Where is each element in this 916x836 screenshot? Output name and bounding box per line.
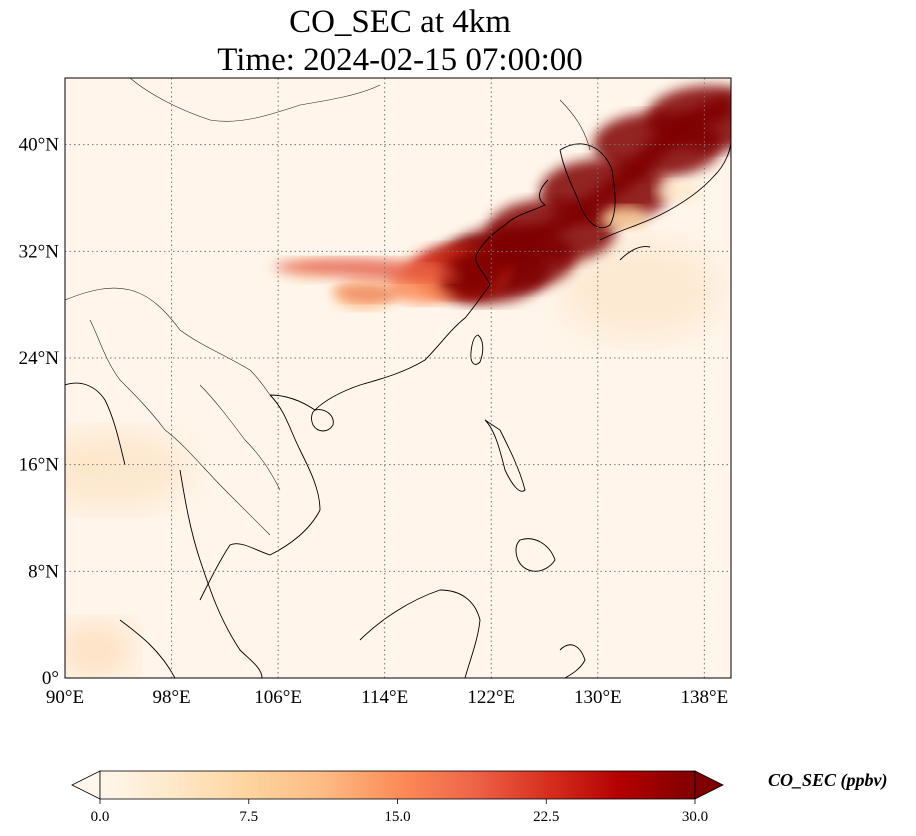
taiwan-island <box>470 334 484 365</box>
border-northeast <box>559 99 591 151</box>
plume-cell-12 <box>72 455 111 475</box>
colorbar-tick-label-0: 0.0 <box>91 809 110 825</box>
plume-band-core <box>440 95 731 300</box>
philippines-luzon <box>484 419 526 492</box>
plume-band-west-lower <box>330 285 405 303</box>
coastlines <box>65 139 731 678</box>
borneo-coast <box>359 589 481 678</box>
border-myanmar <box>89 319 166 431</box>
ytick-label-3: 24°N <box>19 348 60 369</box>
map-title: CO_SEC at 4km <box>289 4 511 40</box>
colorbar-ticks: 0.0 7.5 15.0 22.5 30.0 <box>91 799 708 825</box>
map-subtitle: Time: 2024-02-15 07:00:00 <box>217 42 583 78</box>
hainan-island <box>311 409 334 432</box>
border-laos-vietnam <box>199 384 281 491</box>
ytick-label-1: 8°N <box>28 561 59 582</box>
colorbar-tick-label-1: 7.5 <box>239 809 258 825</box>
china-coast <box>269 179 549 411</box>
colorbar-tick-label-3: 22.5 <box>533 809 559 825</box>
colorbar-extend-max <box>694 770 724 800</box>
haze-southwest <box>65 430 190 510</box>
xtick-label-4: 122°E <box>467 687 515 708</box>
ytick-label-4: 32°N <box>19 241 60 262</box>
land-borders <box>65 78 591 536</box>
xtick-label-1: 98°E <box>152 687 190 708</box>
ytick-label-5: 40°N <box>19 135 60 156</box>
border-china-south <box>65 287 271 396</box>
latitude-ticks: 0° 8°N 16°N 24°N 32°N 40°N <box>19 135 60 689</box>
colorbar-body <box>99 770 696 800</box>
xtick-label-0: 90°E <box>46 687 84 708</box>
xtick-label-5: 130°E <box>574 687 622 708</box>
haze-east-sea <box>560 240 720 340</box>
haze-southwest-corner <box>65 620 135 678</box>
japan-coast <box>599 139 731 261</box>
colorbar-label: CO_SEC (ppbv) <box>768 770 888 790</box>
sulawesi-coast <box>559 644 586 678</box>
border-thailand-cambodia <box>164 429 271 536</box>
colorbar-tick-label-4: 30.0 <box>682 809 708 825</box>
colorbar: 0.0 7.5 15.0 22.5 30.0 <box>71 770 724 825</box>
plume-cell-10 <box>600 205 649 231</box>
sumatra-coast <box>119 619 176 678</box>
korea-peninsula <box>559 143 616 229</box>
plume-cell-11 <box>655 180 701 203</box>
indochina-coast <box>199 394 321 601</box>
colorbar-tick-label-2: 15.0 <box>384 809 410 825</box>
ytick-label-0: 0° <box>42 668 59 689</box>
bay-of-bengal-coast <box>65 382 126 466</box>
malay-peninsula <box>179 469 263 678</box>
xtick-label-3: 114°E <box>361 687 408 708</box>
philippines-mindanao <box>515 538 556 572</box>
xtick-label-2: 106°E <box>254 687 302 708</box>
longitude-ticks: 90°E 98°E 106°E 114°E 122°E 130°E 138°E <box>46 687 728 708</box>
colorbar-extend-min <box>71 770 101 800</box>
map-field <box>65 78 731 678</box>
map-frame <box>64 77 732 679</box>
xtick-label-6: 138°E <box>681 687 729 708</box>
plume-band-west <box>275 258 460 282</box>
graticule <box>65 78 731 678</box>
ytick-label-2: 16°N <box>19 455 60 476</box>
border-mongolia <box>129 78 381 122</box>
